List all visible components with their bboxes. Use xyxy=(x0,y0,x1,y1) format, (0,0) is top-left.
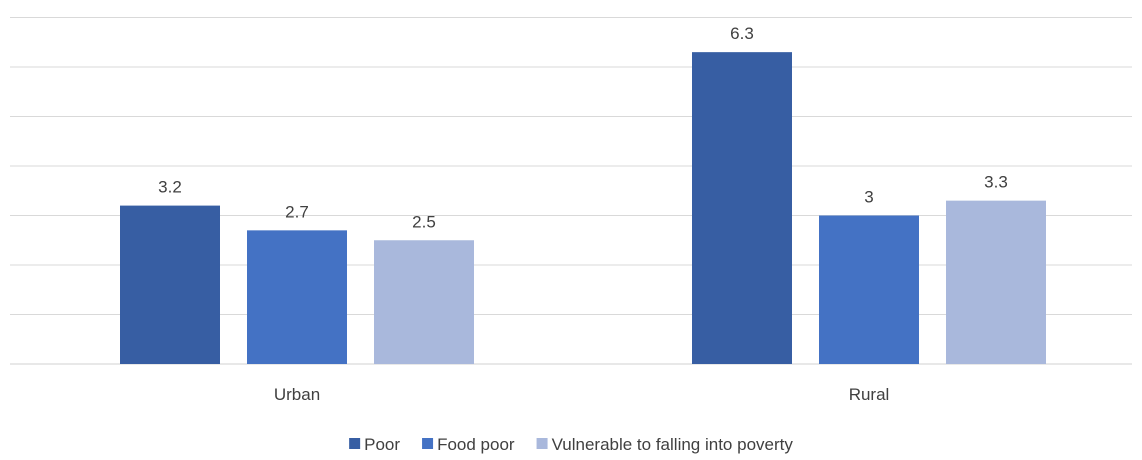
legend: Poor Food poor Vulnerable to falling into … xyxy=(349,435,793,454)
data-label: 3 xyxy=(864,188,873,207)
legend-label: Poor xyxy=(364,435,400,454)
legend-item: Food poor xyxy=(422,435,515,454)
legend-label: Vulnerable to falling into poverty xyxy=(552,435,794,454)
category-label: Urban xyxy=(274,385,320,404)
legend-swatch xyxy=(422,438,434,449)
bar-rural-vulnerable-to-falling-into-poverty xyxy=(946,200,1046,364)
legend-label: Food poor xyxy=(437,435,515,454)
data-label: 3.2 xyxy=(158,178,182,197)
bar-urban-poor xyxy=(120,205,220,364)
data-label: 6.3 xyxy=(730,24,754,43)
category-labels: Urban Rural xyxy=(274,385,889,404)
data-label: 2.5 xyxy=(412,212,436,231)
bar-urban-vulnerable-to-falling-into-poverty xyxy=(374,240,474,364)
value-labels: 3.2 2.7 2.5 6.3 3 3.3 xyxy=(158,24,1008,231)
legend-swatch xyxy=(536,438,548,449)
bar-urban-food-poor xyxy=(247,230,347,364)
category-label: Rural xyxy=(849,385,890,404)
data-label: 2.7 xyxy=(285,202,309,221)
bars xyxy=(120,52,1046,365)
legend-item: Poor xyxy=(349,435,400,454)
bar-rural-food-poor xyxy=(819,215,919,364)
legend-item: Vulnerable to falling into poverty xyxy=(536,435,794,454)
bar-rural-poor xyxy=(692,52,792,365)
legend-swatch xyxy=(349,438,361,449)
data-label: 3.3 xyxy=(984,173,1008,192)
